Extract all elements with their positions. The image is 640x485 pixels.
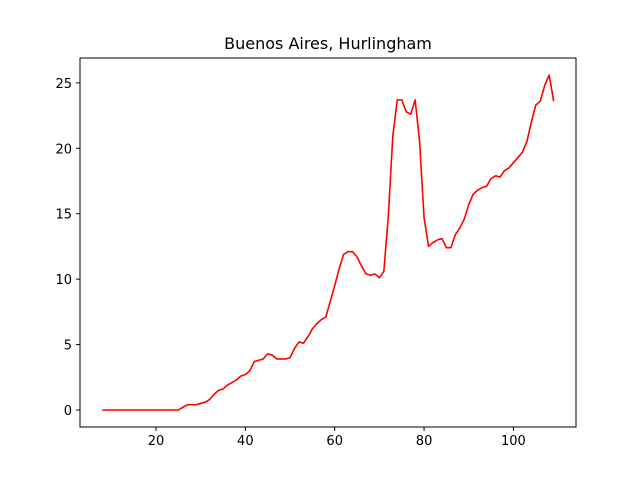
- y-axis: 0 5 10 15 20 25: [55, 77, 80, 419]
- y-tick-label: 5: [64, 339, 72, 354]
- x-axis: 20 40 60 80 100: [148, 427, 526, 449]
- x-tick-label: 100: [501, 434, 526, 449]
- series-line: [102, 74, 555, 411]
- y-tick-label: 20: [55, 142, 72, 157]
- chart-title: Buenos Aires, Hurlingham: [224, 34, 432, 53]
- plot-area-frame: [79, 57, 577, 428]
- x-tick-label: 60: [326, 434, 343, 449]
- series-layer: [102, 74, 555, 411]
- y-tick-label: 10: [55, 273, 72, 288]
- x-tick-label: 40: [237, 434, 254, 449]
- y-tick-label: 15: [55, 208, 72, 223]
- y-tick-label: 25: [55, 77, 72, 92]
- x-tick-label: 80: [416, 434, 433, 449]
- y-tick-label: 0: [64, 404, 72, 419]
- x-tick-label: 20: [148, 434, 165, 449]
